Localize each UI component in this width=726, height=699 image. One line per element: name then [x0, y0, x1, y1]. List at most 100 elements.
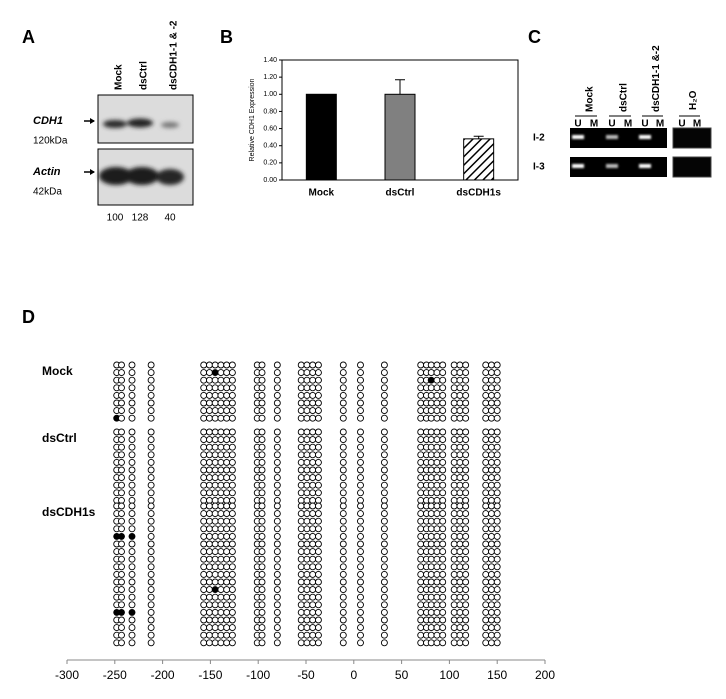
unmethylated-cpg: [228, 563, 236, 571]
unmethylated-cpg: [439, 399, 447, 407]
unmethylated-cpg: [314, 540, 322, 548]
unmethylated-cpg: [380, 510, 388, 518]
unmethylated-cpg: [118, 369, 125, 377]
unmethylated-cpg: [200, 608, 208, 616]
unmethylated-cpg: [433, 384, 441, 392]
unmethylated-cpg: [488, 548, 495, 556]
unmethylated-cpg: [417, 510, 425, 518]
blot-name: Actin: [32, 166, 61, 178]
unmethylated-cpg: [439, 481, 447, 489]
error-bar: [395, 79, 405, 95]
unmethylated-cpg: [462, 369, 470, 377]
unmethylated-cpg: [303, 443, 311, 451]
unmethylated-cpg: [493, 525, 501, 533]
unmethylated-cpg: [456, 466, 464, 474]
quantification: 100: [107, 213, 124, 224]
unmethylated-cpg: [314, 578, 322, 586]
unmethylated-cpg: [273, 361, 281, 369]
unmethylated-cpg: [433, 376, 441, 384]
unmethylated-cpg: [439, 361, 447, 369]
unmethylated-cpg: [200, 369, 208, 377]
unmethylated-cpg: [357, 502, 364, 510]
unmethylated-cpg: [417, 548, 425, 556]
unmethylated-cpg: [217, 496, 225, 504]
unmethylated-cpg: [303, 639, 311, 647]
unmethylated-cpg: [303, 458, 311, 466]
unmethylated-cpg: [493, 414, 501, 422]
gel-band: [639, 135, 651, 139]
unmethylated-cpg: [462, 601, 470, 609]
unmethylated-cpg: [482, 428, 490, 436]
unmethylated-cpg: [456, 631, 464, 639]
unmethylated-cpg: [450, 399, 458, 407]
unmethylated-cpg: [258, 631, 266, 639]
unmethylated-cpg: [456, 624, 464, 632]
unmethylated-cpg: [228, 414, 236, 422]
unmethylated-cpg: [339, 616, 347, 624]
unmethylated-cpg: [450, 517, 458, 525]
x-tick-label: Mock: [309, 188, 335, 199]
unmethylated-cpg: [456, 399, 464, 407]
column-label: U: [608, 119, 615, 130]
unmethylated-cpg: [147, 489, 155, 497]
x-tick-label: -200: [151, 668, 175, 682]
unmethylated-cpg: [258, 510, 266, 518]
unmethylated-cpg: [128, 593, 136, 601]
unmethylated-cpg: [427, 436, 435, 444]
unmethylated-cpg: [273, 466, 281, 474]
unmethylated-cpg: [482, 525, 490, 533]
unmethylated-cpg: [439, 443, 447, 451]
unmethylated-cpg: [433, 555, 441, 563]
unmethylated-cpg: [217, 361, 225, 369]
unmethylated-cpg: [417, 517, 425, 525]
unmethylated-cpg: [427, 593, 435, 601]
unmethylated-cpg: [456, 593, 464, 601]
unmethylated-cpg: [258, 443, 266, 451]
unmethylated-cpg: [439, 474, 447, 482]
unmethylated-cpg: [211, 443, 219, 451]
unmethylated-cpg: [200, 407, 208, 415]
unmethylated-cpg: [273, 601, 281, 609]
unmethylated-cpg: [462, 399, 470, 407]
unmethylated-cpg: [462, 631, 470, 639]
unmethylated-cpg: [309, 428, 317, 436]
unmethylated-cpg: [258, 466, 266, 474]
unmethylated-cpg: [205, 624, 213, 632]
unmethylated-cpg: [380, 481, 388, 489]
unmethylated-cpg: [128, 399, 136, 407]
unmethylated-cpg: [217, 466, 225, 474]
unmethylated-cpg: [205, 414, 213, 422]
unmethylated-cpg: [147, 540, 155, 548]
unmethylated-cpg: [258, 502, 266, 510]
unmethylated-cpg: [205, 466, 213, 474]
unmethylated-cpg: [456, 540, 464, 548]
unmethylated-cpg: [357, 458, 364, 466]
unmethylated-cpg: [309, 548, 317, 556]
unmethylated-cpg: [273, 563, 281, 571]
unmethylated-cpg: [462, 384, 470, 392]
unmethylated-cpg: [309, 466, 317, 474]
arrow-head: [90, 169, 95, 175]
unmethylated-cpg: [493, 510, 501, 518]
unmethylated-cpg: [200, 517, 208, 525]
unmethylated-cpg: [147, 481, 155, 489]
unmethylated-cpg: [456, 451, 464, 459]
unmethylated-cpg: [200, 525, 208, 533]
unmethylated-cpg: [314, 458, 322, 466]
unmethylated-cpg: [357, 532, 364, 540]
unmethylated-cpg: [482, 436, 490, 444]
unmethylated-cpg: [357, 496, 364, 504]
lane-label: dsCtrl: [619, 83, 630, 112]
unmethylated-cpg: [314, 525, 322, 533]
unmethylated-cpg: [128, 384, 136, 392]
unmethylated-cpg: [482, 616, 490, 624]
unmethylated-cpg: [339, 593, 347, 601]
unmethylated-cpg: [200, 428, 208, 436]
unmethylated-cpg: [228, 407, 236, 415]
unmethylated-cpg: [433, 474, 441, 482]
unmethylated-cpg: [205, 436, 213, 444]
blot-size: 120kDa: [33, 136, 68, 147]
unmethylated-cpg: [456, 510, 464, 518]
unmethylated-cpg: [309, 578, 317, 586]
unmethylated-cpg: [314, 451, 322, 459]
